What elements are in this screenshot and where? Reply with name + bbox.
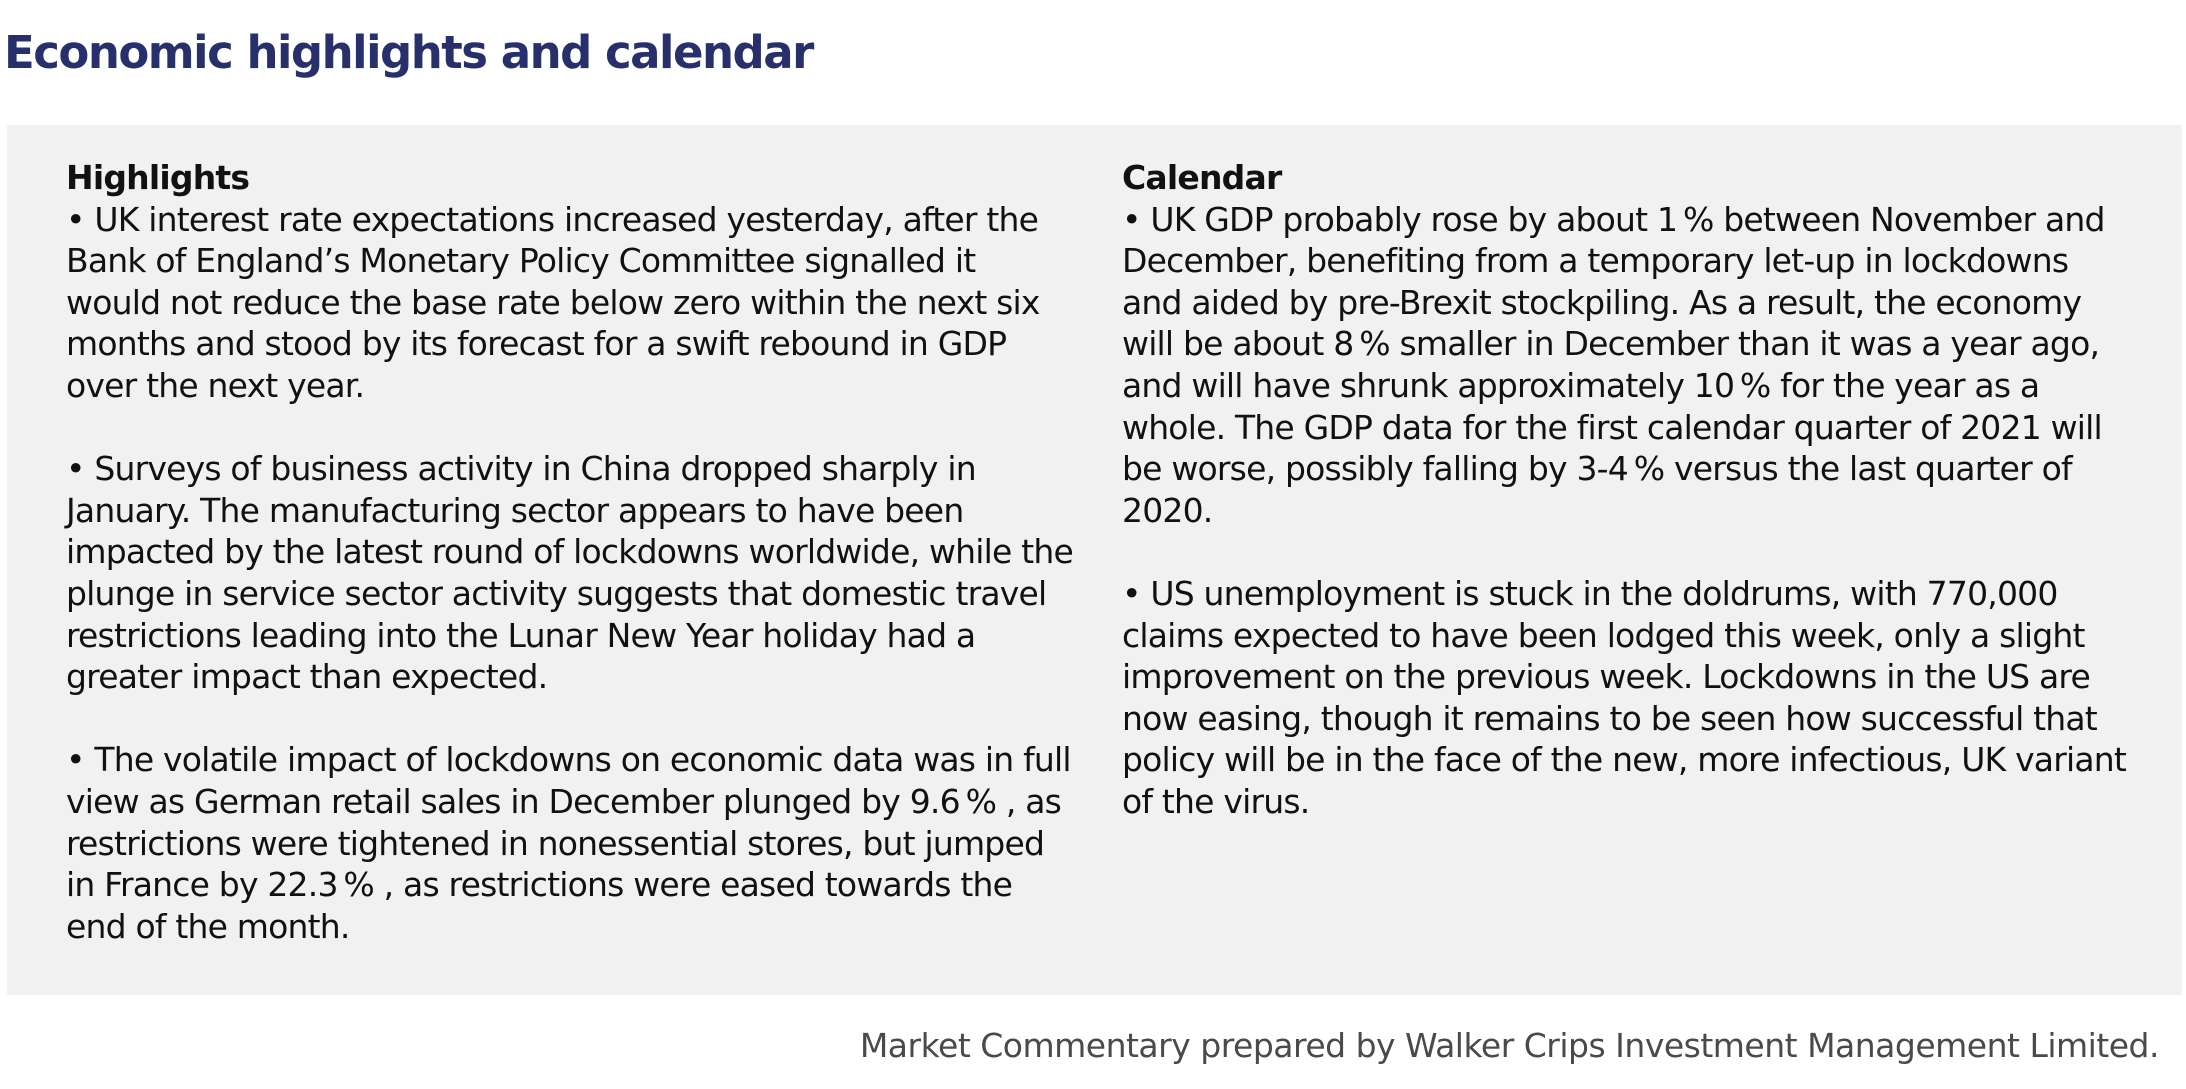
calendar-item-us-unemployment: US unemployment is stuck in the doldrums… bbox=[1122, 573, 2132, 823]
highlights-heading: Highlights bbox=[66, 158, 250, 197]
highlights-section: Highlights UK interest rate expectations… bbox=[66, 157, 1076, 989]
highlight-item-retail-sales: The volatile impact of lockdowns on econ… bbox=[66, 739, 1076, 947]
page-title: Economic highlights and calendar bbox=[4, 26, 814, 79]
content-panel: Highlights UK interest rate expectations… bbox=[7, 125, 2182, 995]
highlights-list: UK interest rate expectations increased … bbox=[66, 199, 1076, 948]
highlight-item-china-activity: Surveys of business activity in China dr… bbox=[66, 448, 1076, 698]
highlight-item-uk-rates: UK interest rate expectations increased … bbox=[66, 199, 1076, 407]
calendar-item-uk-gdp: UK GDP probably rose by about 1 % betwee… bbox=[1122, 199, 2132, 532]
footer-note: Market Commentary prepared by Walker Cri… bbox=[859, 1026, 2160, 1065]
calendar-section: Calendar UK GDP probably rose by about 1… bbox=[1122, 157, 2132, 864]
calendar-list: UK GDP probably rose by about 1 % betwee… bbox=[1122, 199, 2132, 823]
calendar-heading: Calendar bbox=[1122, 158, 1282, 197]
